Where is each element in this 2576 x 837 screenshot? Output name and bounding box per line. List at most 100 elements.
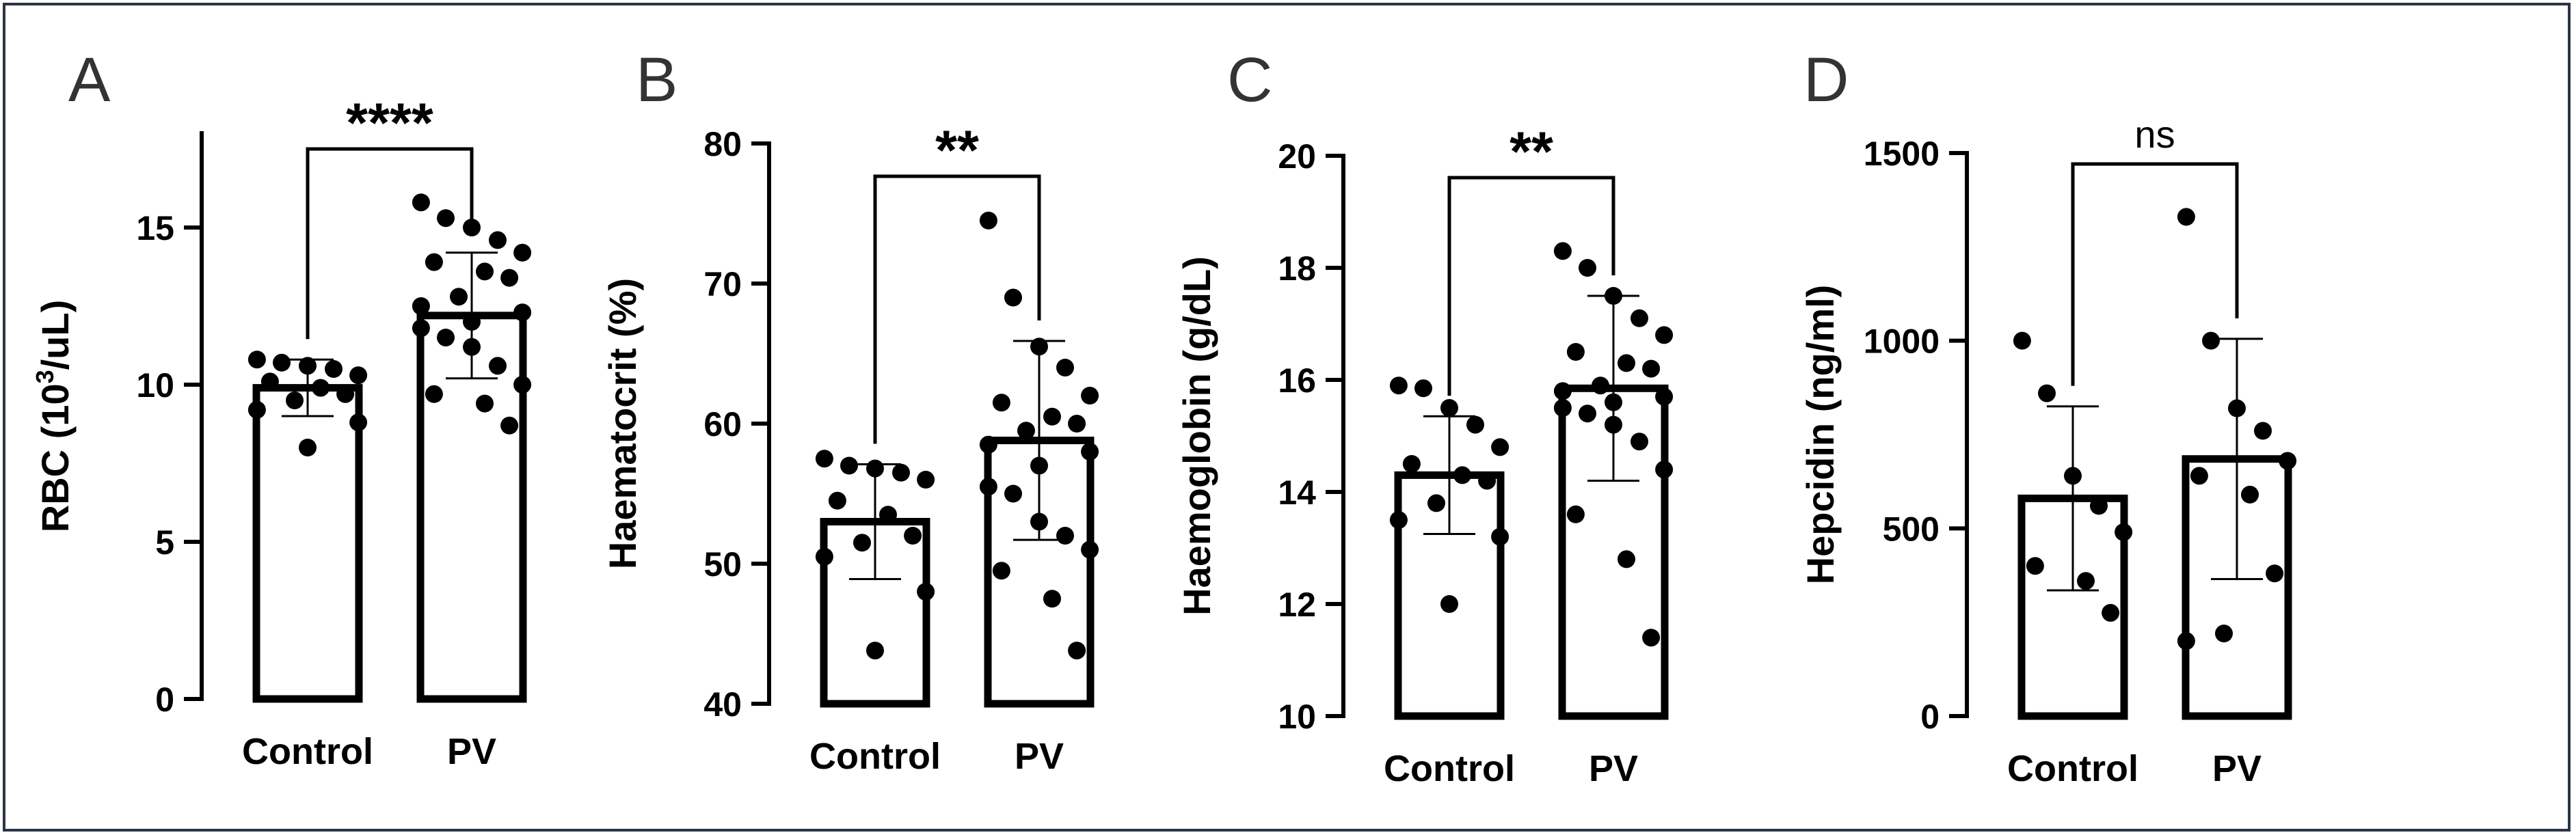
panel-b-point-pv <box>1030 338 1048 356</box>
panel-c-point-pv <box>1553 399 1572 417</box>
panel-b-y-axis-title: Haematocrit (%) <box>601 278 644 569</box>
panel-d-y-tick-label: 1000 <box>1864 323 1940 361</box>
panel-b-point-control <box>840 456 858 475</box>
panel-d-y-tick-label: 0 <box>1920 698 1940 736</box>
panel-a-point-pv <box>513 376 532 394</box>
panel-c-point-pv <box>1642 359 1661 378</box>
panel-b-y-tick-label: 70 <box>703 265 742 303</box>
panel-b-point-control <box>853 534 871 552</box>
panel-b-point-control <box>815 450 833 468</box>
panel-a-point-control <box>286 392 304 409</box>
panel-c-point-control <box>1414 379 1432 398</box>
panel-d-letter: D <box>1803 45 1849 115</box>
panel-c-point-pv <box>1631 309 1648 327</box>
panel-a-point-pv <box>412 193 430 212</box>
panel-a-significance-label: **** <box>346 92 433 154</box>
panel-c-y-tick-label: 10 <box>1278 698 1316 736</box>
panel-b-point-pv <box>1081 443 1099 461</box>
panel-c-significance-label: ** <box>1510 121 1553 183</box>
panel-d-point-pv <box>2228 399 2246 417</box>
panel-a-point-control <box>247 351 266 369</box>
panel-c-point-control <box>1466 415 1484 434</box>
panel-a-point-pv <box>463 338 481 356</box>
panel-c-point-control <box>1491 438 1510 456</box>
panel-a-point-pv <box>412 297 430 315</box>
panel-a-letter: A <box>68 45 111 115</box>
panel-a-point-pv <box>476 262 494 281</box>
panel-b-significance-label: ** <box>935 120 979 182</box>
panel-b-point-control <box>828 491 846 510</box>
panel-b-point-pv <box>979 211 997 230</box>
panel-a-x-label-control: Control <box>242 731 373 772</box>
panel-c-point-pv <box>1592 376 1609 395</box>
panel-c-y-tick-label: 12 <box>1278 586 1316 624</box>
panel-c-y-axis-title: Haemoglobin (g/dL) <box>1175 256 1218 616</box>
panel-b-y-tick-label: 40 <box>703 685 742 724</box>
panel-c-point-pv <box>1618 550 1635 568</box>
panel-b-point-pv <box>1068 415 1086 433</box>
panel-a-point-control <box>336 385 355 403</box>
panel-c-y-tick-label: 14 <box>1278 474 1316 512</box>
panel-a-point-pv <box>425 385 443 403</box>
panel-b-point-pv <box>1056 359 1074 376</box>
panel-c-point-control <box>1478 471 1497 490</box>
panel-a-point-control <box>247 400 266 419</box>
panel-c-x-label-control: Control <box>1384 748 1515 789</box>
panel-b-point-pv <box>1017 422 1035 440</box>
panel-a-point-pv <box>450 288 468 306</box>
panel-c-point-pv <box>1566 505 1585 523</box>
panel-b-point-pv <box>1043 407 1061 426</box>
panel-b-x-label-pv: PV <box>1015 736 1064 777</box>
panel-b-point-control <box>917 583 935 601</box>
panel-a-point-pv <box>513 243 532 262</box>
panel-d-point-pv <box>2254 422 2272 440</box>
panel-d-x-label-pv: PV <box>2212 748 2262 789</box>
panel-b-point-control <box>904 527 922 545</box>
panel-a-point-pv <box>412 319 430 338</box>
panel-a-point-control <box>299 439 317 456</box>
panel-d-point-control <box>2115 523 2133 541</box>
panel-d-point-pv <box>2190 467 2208 485</box>
panel-b-point-pv <box>1081 540 1099 559</box>
panel-a-point-pv <box>500 269 519 287</box>
panel-b-point-pv <box>1030 456 1048 475</box>
panel-c-point-control <box>1440 595 1458 613</box>
panel-a-x-label-pv: PV <box>447 731 496 772</box>
panel-b-point-control <box>879 506 897 524</box>
panel-a-y-tick-label: 10 <box>136 366 174 404</box>
panel-b-point-control <box>917 471 935 489</box>
panel-a-point-control <box>325 360 343 378</box>
panel-b-point-pv <box>1043 590 1061 608</box>
panel-a-point-control <box>312 379 330 397</box>
panel-c-point-control <box>1453 466 1471 484</box>
panel-b-point-pv <box>1004 288 1022 307</box>
panel-a-bar-control <box>252 384 363 703</box>
panel-c-point-pv <box>1553 382 1572 400</box>
panel-c-point-pv <box>1579 259 1596 277</box>
panel-d-point-pv <box>2279 452 2297 470</box>
panel-c-point-pv <box>1579 404 1596 423</box>
panel-d-point-control <box>2038 384 2056 402</box>
panel-c-point-pv <box>1605 415 1622 434</box>
panel-a-y-tick-label: 0 <box>155 681 174 719</box>
panel-a-significance-bracket <box>306 147 474 340</box>
panel-c-point-pv <box>1618 354 1635 372</box>
panel-b-point-pv <box>1030 512 1048 531</box>
panel-a-point-pv <box>463 313 481 331</box>
panel-d-point-pv <box>2202 331 2220 350</box>
panel-a-point-control <box>349 413 368 432</box>
panel-a-point-pv <box>489 357 507 375</box>
panel-c-point-pv <box>1655 326 1674 344</box>
panel-c-point-pv <box>1605 287 1622 305</box>
panel-a-y-tick-label: 15 <box>136 209 174 247</box>
panel-b-point-pv <box>1068 642 1086 660</box>
panel-c-x-label-pv: PV <box>1589 748 1638 789</box>
panel-b-point-pv <box>992 562 1010 580</box>
panel-b-x-label-control: Control <box>809 736 941 777</box>
panel-b-point-pv <box>1081 387 1099 404</box>
panel-b-significance-bracket <box>873 174 1041 444</box>
panel-b-y-tick-label: 80 <box>703 125 742 163</box>
panel-c-point-pv <box>1655 461 1674 479</box>
panel-d-point-control <box>2064 467 2082 485</box>
